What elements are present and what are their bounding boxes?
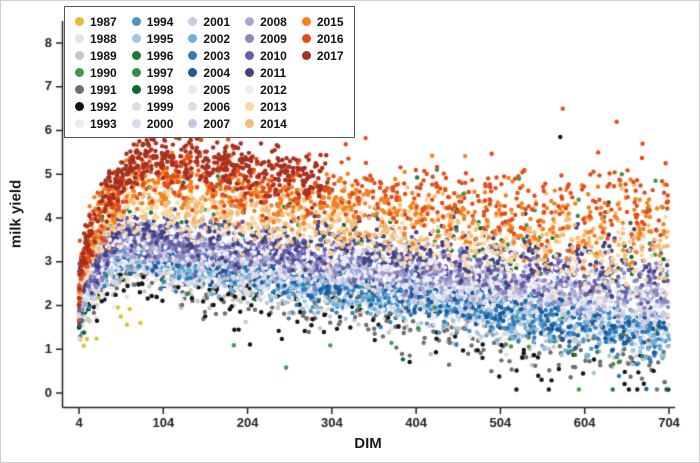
legend-label: 1989 bbox=[90, 48, 117, 63]
legend-swatch-icon bbox=[75, 17, 84, 26]
legend-swatch-icon bbox=[75, 119, 84, 128]
legend-swatch-icon bbox=[75, 102, 84, 111]
legend-swatch-icon bbox=[131, 51, 141, 60]
legend-label: 2005 bbox=[203, 82, 231, 97]
legend-item-2003: 2003 bbox=[188, 50, 230, 62]
legend-label: 1988 bbox=[90, 31, 117, 46]
legend-item-2017: 2017 bbox=[301, 48, 344, 63]
legend-label: 2003 bbox=[203, 48, 231, 63]
legend-label: 1996 bbox=[146, 48, 174, 63]
legend-item-2006: 2006 bbox=[188, 101, 230, 113]
legend-item-2008: 2008 bbox=[245, 16, 287, 28]
legend-item-2014: 2014 bbox=[245, 118, 287, 130]
legend-item-1988: 1988 bbox=[75, 33, 117, 45]
legend-swatch-icon bbox=[131, 119, 141, 128]
legend-label: 2017 bbox=[316, 48, 344, 63]
legend-label: 2001 bbox=[203, 14, 231, 29]
legend-item-2013: 2013 bbox=[245, 101, 287, 113]
legend-label: 2008 bbox=[260, 14, 287, 29]
legend-item-1995: 1995 bbox=[131, 31, 174, 46]
legend-item-2010: 2010 bbox=[245, 50, 287, 62]
legend-swatch-icon bbox=[188, 17, 198, 26]
legend-swatch-icon bbox=[131, 85, 141, 94]
legend-label: 2014 bbox=[260, 116, 287, 131]
legend-label: 2012 bbox=[260, 82, 287, 97]
legend-label: 2010 bbox=[260, 48, 287, 63]
legend-swatch-icon bbox=[131, 17, 141, 26]
legend-swatch-icon bbox=[245, 34, 255, 43]
legend-item-2005: 2005 bbox=[188, 84, 230, 96]
legend-item-1997: 1997 bbox=[131, 65, 174, 80]
legend-label: 1995 bbox=[146, 31, 174, 46]
legend-swatch-icon bbox=[75, 51, 84, 60]
legend-item-2012: 2012 bbox=[245, 84, 287, 96]
legend-swatch-icon bbox=[188, 85, 198, 94]
legend-swatch-icon bbox=[188, 51, 198, 60]
legend-swatch-icon bbox=[131, 102, 141, 111]
legend-label: 1991 bbox=[90, 82, 117, 97]
legend-item-2002: 2002 bbox=[188, 33, 230, 45]
legend-swatch-icon bbox=[75, 85, 84, 94]
legend-swatch-icon bbox=[301, 17, 311, 26]
legend-swatch-icon bbox=[75, 68, 84, 77]
legend-item-1987: 1987 bbox=[75, 16, 117, 28]
legend-item-1993: 1993 bbox=[75, 118, 117, 130]
legend-label: 2007 bbox=[203, 116, 231, 131]
legend-label: 1987 bbox=[90, 14, 117, 29]
legend-item-1989: 1989 bbox=[75, 50, 117, 62]
legend-item-2000: 2000 bbox=[131, 116, 174, 131]
legend-label: 2004 bbox=[203, 65, 231, 80]
legend-item-1992: 1992 bbox=[75, 101, 117, 113]
x-axis-label: DIM bbox=[354, 435, 382, 452]
legend-swatch-icon bbox=[131, 34, 141, 43]
legend-label: 2009 bbox=[260, 31, 287, 46]
legend-swatch-icon bbox=[245, 68, 255, 77]
legend-label: 1999 bbox=[146, 99, 174, 114]
y-axis-label: milk yield bbox=[7, 179, 25, 249]
legend-swatch-icon bbox=[245, 119, 255, 128]
legend-item-1994: 1994 bbox=[131, 14, 174, 29]
legend-label: 1997 bbox=[146, 65, 174, 80]
legend-label: 1998 bbox=[146, 82, 174, 97]
legend-swatch-icon bbox=[245, 51, 255, 60]
legend-swatch-icon bbox=[75, 34, 84, 43]
legend-label: 2002 bbox=[203, 31, 231, 46]
legend-label: 1990 bbox=[90, 65, 117, 80]
legend-label: 2016 bbox=[316, 31, 344, 46]
legend-item-1996: 1996 bbox=[131, 48, 174, 63]
legend-swatch-icon bbox=[131, 68, 141, 77]
legend: 1987 1988 1989 1990 1991 1992 1993 1994 1995 1996… bbox=[64, 6, 355, 138]
legend-item-2004: 2004 bbox=[188, 67, 230, 79]
legend-swatch-icon bbox=[301, 34, 311, 43]
legend-item-2016: 2016 bbox=[301, 31, 344, 46]
legend-swatch-icon bbox=[245, 17, 255, 26]
legend-item-2011: 2011 bbox=[245, 67, 287, 79]
legend-label: 2011 bbox=[260, 65, 287, 80]
legend-label: 1992 bbox=[90, 99, 117, 114]
legend-label: 2015 bbox=[316, 14, 344, 29]
legend-item-2009: 2009 bbox=[245, 33, 287, 45]
legend-item-1999: 1999 bbox=[131, 99, 174, 114]
legend-swatch-icon bbox=[188, 68, 198, 77]
legend-item-2001: 2001 bbox=[188, 16, 230, 28]
legend-swatch-icon bbox=[188, 102, 198, 111]
legend-item-1990: 1990 bbox=[75, 67, 117, 79]
legend-swatch-icon bbox=[188, 119, 198, 128]
legend-swatch-icon bbox=[245, 102, 255, 111]
legend-swatch-icon bbox=[188, 34, 198, 43]
legend-item-1998: 1998 bbox=[131, 82, 174, 97]
legend-swatch-icon bbox=[301, 51, 311, 60]
legend-label: 2013 bbox=[260, 99, 287, 114]
legend-item-1991: 1991 bbox=[75, 84, 117, 96]
legend-label: 2000 bbox=[146, 116, 174, 131]
legend-item-2015: 2015 bbox=[301, 14, 344, 29]
legend-item-2007: 2007 bbox=[188, 118, 230, 130]
legend-label: 1994 bbox=[146, 14, 174, 29]
legend-swatch-icon bbox=[245, 85, 255, 94]
legend-label: 2006 bbox=[203, 99, 231, 114]
legend-label: 1993 bbox=[90, 116, 117, 131]
